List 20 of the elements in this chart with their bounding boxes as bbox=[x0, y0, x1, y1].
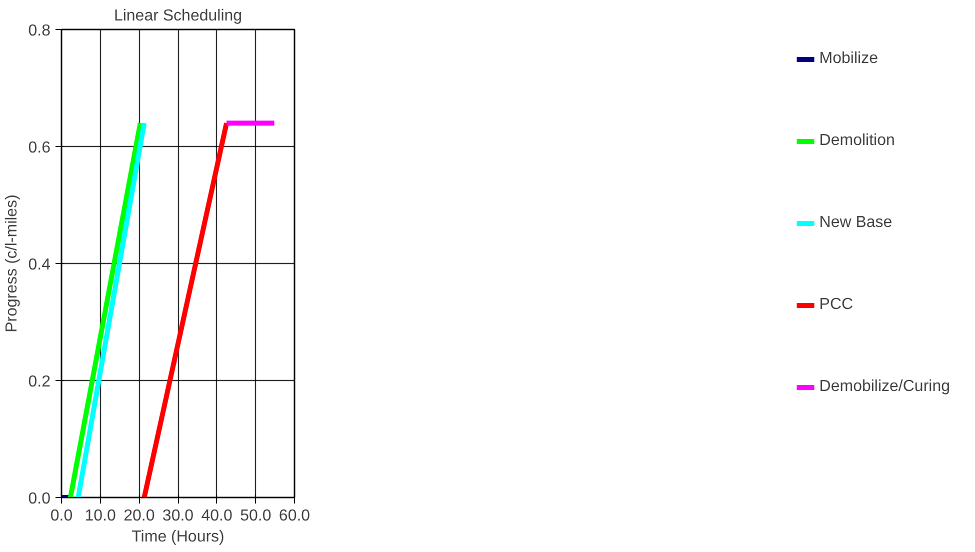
legend-label: Mobilize bbox=[819, 50, 878, 68]
x-axis-title: Time (Hours) bbox=[132, 528, 224, 546]
y-tick-label: 0.6 bbox=[28, 140, 51, 156]
x-tick-label: 30.0 bbox=[162, 508, 194, 524]
y-tick-label: 0.0 bbox=[28, 490, 51, 508]
legend-label: Demolition bbox=[819, 132, 895, 150]
x-tick-label: 60.0 bbox=[278, 508, 310, 524]
x-tick-label: 20.0 bbox=[124, 508, 155, 524]
y-axis-title: Progress (c/l-miles) bbox=[3, 194, 20, 332]
x-tick-label: 50.0 bbox=[240, 508, 272, 524]
x-tick-label: 10.0 bbox=[84, 508, 116, 524]
legend-label: PCC bbox=[819, 296, 854, 314]
y-tick-label: 0.8 bbox=[28, 22, 51, 40]
x-tick-label: 0.0 bbox=[50, 508, 73, 524]
legend-label: Demobilize/Curing bbox=[819, 378, 950, 396]
legend-label: New Base bbox=[819, 214, 892, 232]
y-tick-label: 0.4 bbox=[28, 256, 51, 274]
x-tick-label: 40.0 bbox=[201, 508, 233, 524]
y-tick-label: 0.2 bbox=[28, 374, 51, 390]
chart-title: Linear Scheduling bbox=[114, 8, 242, 24]
